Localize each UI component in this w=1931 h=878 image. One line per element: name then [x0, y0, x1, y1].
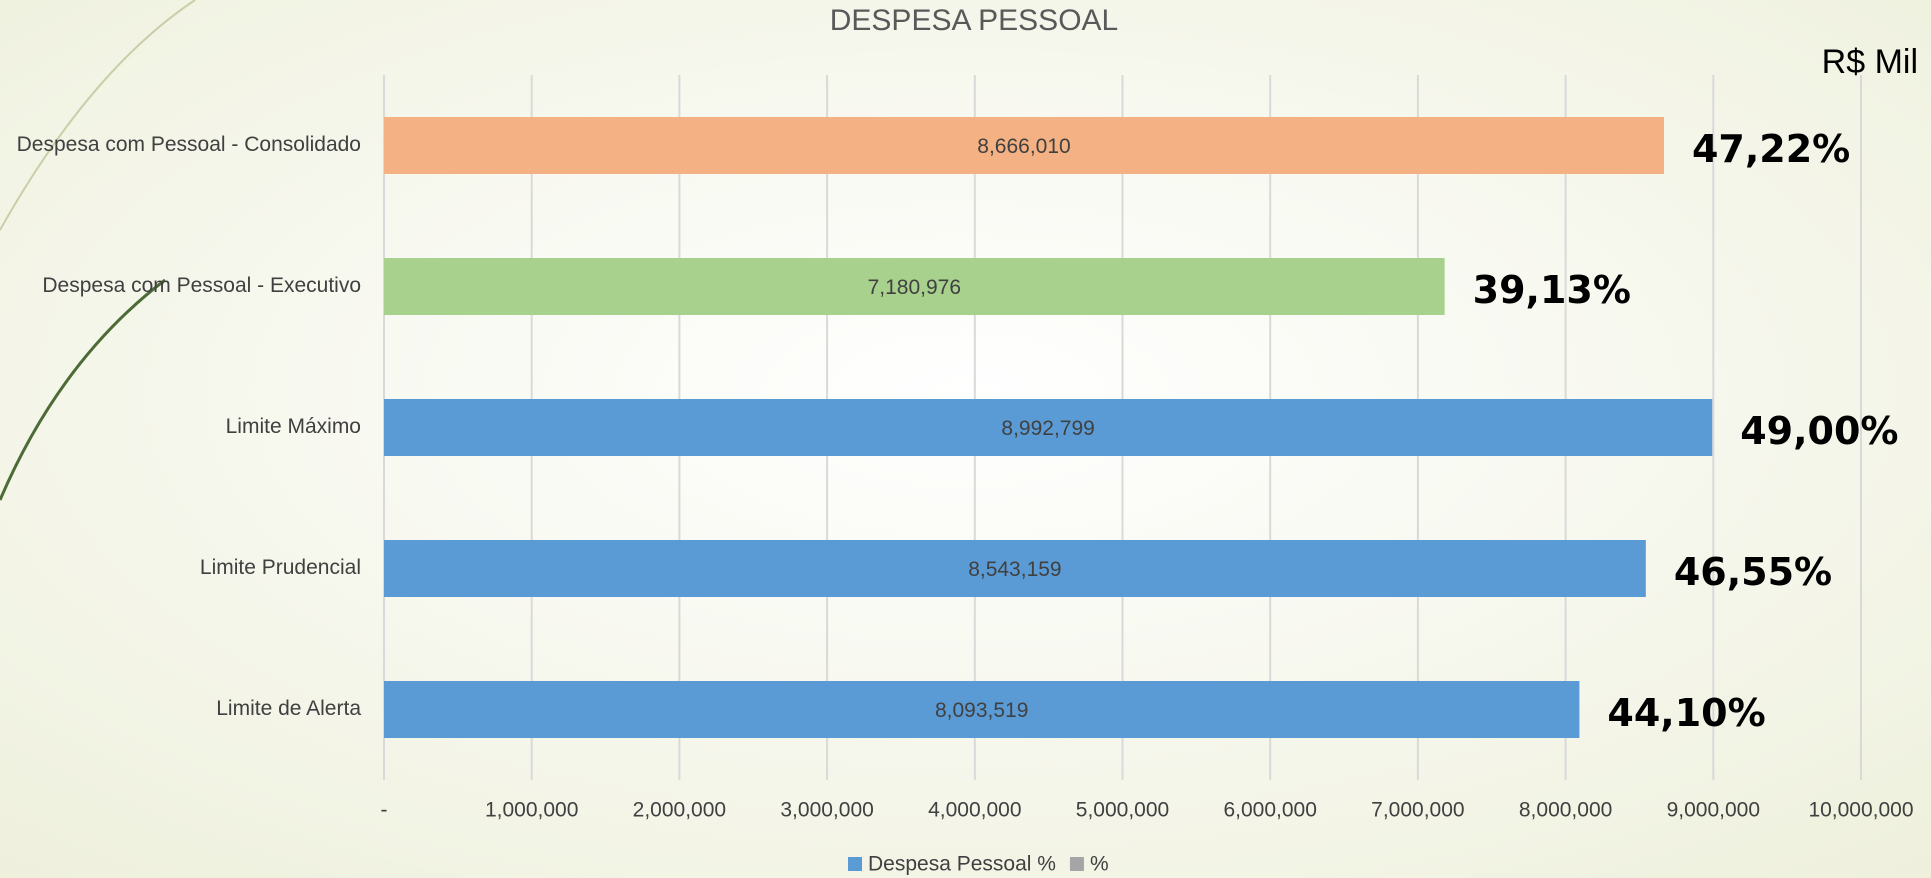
- decor-curve: [0, 278, 166, 501]
- y-tick-label: Limite de Alerta: [216, 697, 361, 720]
- bar: [384, 681, 1580, 738]
- chart-title: DESPESA PESSOAL: [830, 4, 1118, 37]
- unit-label: R$ Mil: [1822, 43, 1918, 81]
- y-tick-label: Despesa com Pessoal - Consolidado: [17, 133, 361, 156]
- x-tick-label: 9,000,000: [1667, 799, 1760, 822]
- x-tick-label: -: [381, 799, 388, 822]
- x-tick-label: 1,000,000: [485, 799, 578, 822]
- y-tick-label: Limite Máximo: [226, 415, 361, 438]
- x-tick-label: 2,000,000: [633, 799, 726, 822]
- legend-swatch: [848, 857, 862, 871]
- x-tick-label: 4,000,000: [928, 799, 1021, 822]
- legend-label: %: [1090, 853, 1109, 876]
- data-label: 7,180,976: [868, 276, 961, 299]
- x-tick-label: 6,000,000: [1223, 799, 1316, 822]
- data-label: 8,992,799: [1001, 417, 1094, 440]
- legend-label: Despesa Pessoal %: [868, 853, 1056, 876]
- x-tick-label: 3,000,000: [780, 799, 873, 822]
- y-tick-label: Limite Prudencial: [200, 556, 361, 579]
- percent-label: 44,10%: [1607, 691, 1765, 735]
- bar: [384, 399, 1713, 456]
- x-tick-label: 10,000,000: [1808, 799, 1913, 822]
- data-label: 8,093,519: [935, 699, 1028, 722]
- data-label: 8,543,159: [968, 558, 1061, 581]
- x-tick-label: 5,000,000: [1076, 799, 1169, 822]
- x-tick-label: 7,000,000: [1371, 799, 1464, 822]
- legend-swatch: [1069, 857, 1084, 871]
- bar: [384, 117, 1664, 174]
- bar: [384, 258, 1445, 315]
- bar: [384, 540, 1646, 597]
- y-tick-label: Despesa com Pessoal - Executivo: [42, 274, 361, 297]
- decor-curve: [0, 0, 196, 231]
- percent-label: 47,22%: [1692, 127, 1850, 171]
- percent-label: 39,13%: [1473, 268, 1631, 312]
- percent-label: 46,55%: [1674, 550, 1832, 594]
- percent-label: 49,00%: [1740, 409, 1898, 453]
- data-label: 8,666,010: [977, 135, 1070, 158]
- x-tick-label: 8,000,000: [1519, 799, 1612, 822]
